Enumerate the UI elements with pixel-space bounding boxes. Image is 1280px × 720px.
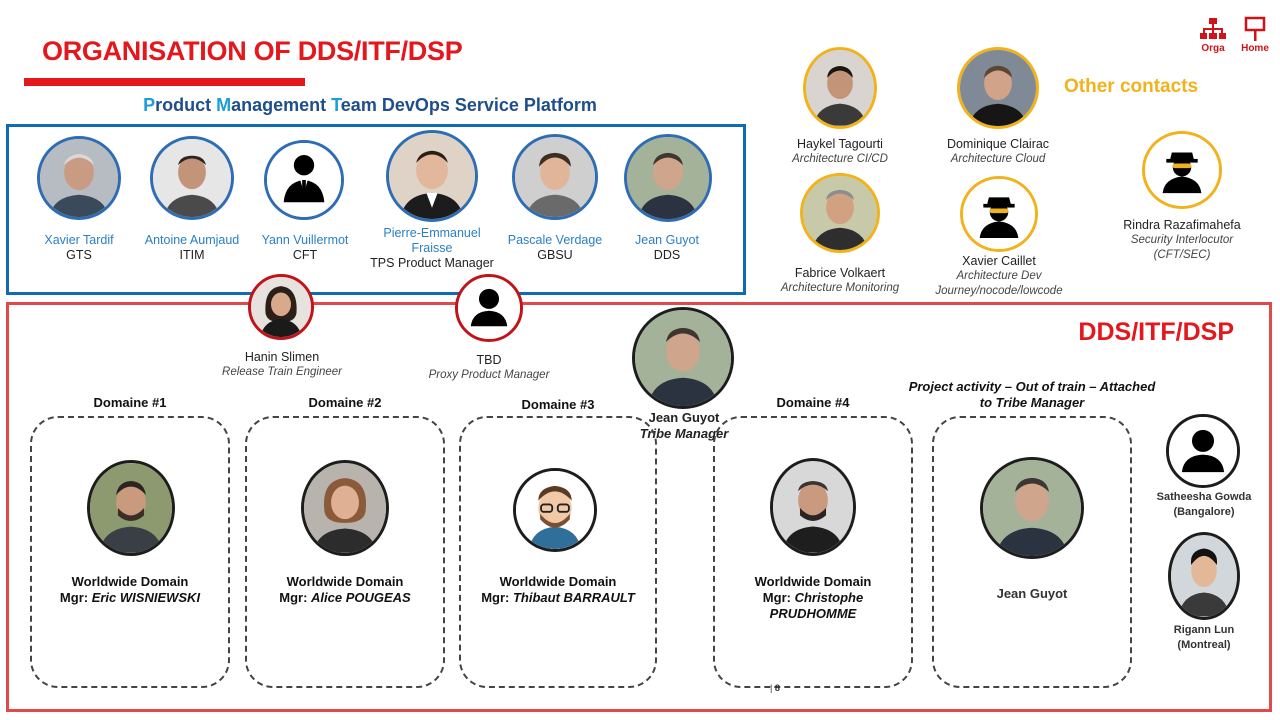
dds-itf-dsp-box [6, 302, 1272, 712]
avatar [800, 173, 880, 253]
avatar [803, 47, 877, 129]
avatar [150, 136, 234, 220]
page-title: ORGANISATION OF DDS/ITF/DSP [42, 36, 463, 66]
orga-nav-label: Orga [1201, 43, 1225, 54]
pm-member-4: Pierre-Emmanuel Fraisse TPS Product Mana… [370, 226, 494, 270]
avatar [1166, 414, 1240, 488]
org-chart-icon [1200, 18, 1226, 39]
contact-5: Rindra Razafimahefa Security Interlocuto… [1123, 218, 1241, 261]
secret-agent-icon [963, 179, 1035, 249]
contact-4: Xavier Caillet Architecture Dev Journey/… [935, 254, 1063, 297]
contact-1: Haykel Tagourti Architecture CI/CD [792, 137, 888, 165]
avatar [264, 140, 344, 220]
side-person-1: Satheesha Gowda (Bangalore) [1156, 491, 1252, 518]
avatar [957, 47, 1039, 129]
domain-box [30, 416, 230, 688]
project-box [932, 416, 1132, 688]
domain-box [713, 416, 913, 688]
avatar [301, 460, 389, 556]
avatar [1142, 131, 1222, 209]
title-underline [24, 78, 305, 86]
page-number: | 8 [770, 683, 780, 693]
domain-manager: Worldwide Domain Mgr: Thibaut BARRAULT [481, 574, 635, 605]
domain-title: Domaine #2 [308, 395, 382, 410]
domain-box [245, 416, 445, 688]
domain-title: Domaine #3 [521, 397, 595, 412]
avatar [624, 134, 712, 222]
pm-member-3: Yann Vuillermot CFT [261, 233, 349, 262]
avatar [87, 460, 175, 556]
project-activity-title: Project activity – Out of train – Attach… [908, 379, 1156, 410]
domain-title: Domaine #4 [776, 395, 850, 410]
domain-box [459, 416, 657, 688]
avatar [632, 307, 734, 409]
pm-member-5: Pascale Verdage GBSU [507, 233, 603, 262]
avatar [960, 176, 1038, 252]
rte-person: Hanin Slimen Release Train Engineer [222, 350, 342, 378]
avatar [770, 458, 856, 556]
contact-2: Dominique Clairac Architecture Cloud [946, 137, 1050, 165]
avatar [386, 130, 478, 222]
avatar [1168, 532, 1240, 620]
contact-3: Fabrice Volkaert Architecture Monitoring [780, 266, 900, 294]
domain-manager: Worldwide Domain Mgr: Eric WISNIEWSKI [59, 574, 201, 605]
business-person-icon [267, 143, 341, 217]
home-nav-label: Home [1241, 43, 1269, 54]
person-icon [458, 277, 520, 339]
other-contacts-label: Other contacts [1064, 76, 1199, 97]
home-nav-button[interactable]: Home [1235, 16, 1275, 54]
pm-team-title: Product Management Team DevOps Service P… [143, 95, 597, 115]
avatar [37, 136, 121, 220]
avatar [455, 274, 523, 342]
domain-title: Domaine #1 [93, 395, 167, 410]
dds-itf-dsp-label: DDS/ITF/DSP [1078, 318, 1234, 346]
domain-manager: Worldwide Domain Mgr: Alice POUGEAS [279, 574, 411, 605]
avatar [980, 457, 1084, 559]
avatar [512, 134, 598, 220]
pm-member-2: Antoine Aumjaud ITIM [144, 233, 240, 262]
cartoon-avatar-icon [516, 471, 594, 549]
ppm-person: TBD Proxy Product Manager [428, 353, 550, 381]
pm-member-6: Jean Guyot DDS [635, 233, 699, 262]
side-person-2: Rigann Lun (Montreal) [1173, 624, 1235, 651]
secret-agent-icon [1145, 134, 1219, 206]
person-icon [1169, 417, 1237, 485]
orga-nav-button[interactable]: Orga [1193, 16, 1233, 54]
pm-member-1: Xavier Tardif GTS [44, 233, 114, 262]
pm-team-box [6, 124, 746, 295]
signpost-icon [1244, 16, 1266, 41]
domain-manager: Worldwide Domain Mgr: Christophe PRUDHOM… [754, 574, 872, 621]
avatar [513, 468, 597, 552]
tribe-manager: Jean Guyot Tribe Manager [639, 410, 729, 441]
avatar [248, 274, 314, 340]
project-person-name: Jean Guyot [996, 586, 1068, 601]
